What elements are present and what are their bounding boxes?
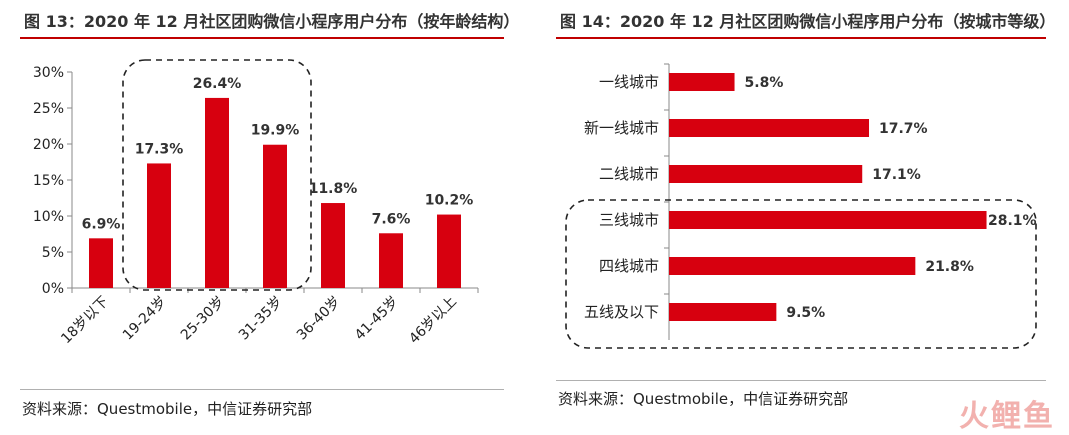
bar [669,119,870,137]
data-label: 5.8% [745,75,784,91]
data-label: 17.1% [872,167,921,183]
source-rule [556,380,1046,381]
data-label: 19.9% [251,123,300,139]
bar [669,211,987,229]
highlight-box [565,199,1037,349]
left-panel: 图 13：2020 年 12 月社区团购微信小程序用户分布（按年龄结构） 0% 5… [0,0,520,431]
bar [437,214,461,288]
y-tick-label: 五线及以下 [584,303,659,321]
y-tick-label: 20% [33,137,64,153]
y-tick-label: 三线城市 [599,211,659,229]
bar [89,238,113,288]
source-note: 资料来源：Questmobile，中信证券研究部 [558,390,849,408]
data-label: 17.7% [879,121,928,137]
data-label: 10.2% [425,193,474,209]
chart-title: 图 13：2020 年 12 月社区团购微信小程序用户分布（按年龄结构） [24,12,520,31]
title-rule [556,37,1046,39]
data-label: 17.3% [135,141,184,157]
x-tick-label: 41-45岁 [352,294,402,344]
city-bar-chart: 一线城市 5.8% 新一线城市 17.7% 二线城市 17.1% 三线城市 28.1% 四线城市… [565,63,1037,349]
x-tick-label: 46岁以上 [406,294,460,348]
y-tick-label: 15% [33,173,64,189]
y-tick-label: 0% [42,281,64,297]
highlight-box [122,59,312,291]
data-label: 7.6% [372,211,411,227]
data-label: 11.8% [309,181,358,197]
source-rule [20,389,504,390]
bar [669,73,735,91]
bar [147,163,171,288]
data-label: 9.5% [786,305,825,321]
y-tick-label: 新一线城市 [584,119,659,137]
bar [669,303,777,321]
y-tick-label: 10% [33,209,64,225]
bar [321,203,345,288]
x-tick-label: 25-30岁 [178,294,228,344]
chart-title: 图 14：2020 年 12 月社区团购微信小程序用户分布（按城市等级） [560,12,1056,31]
x-tick-label: 19-24岁 [120,294,170,344]
data-label: 6.9% [82,216,121,232]
source-note: 资料来源：Questmobile，中信证券研究部 [22,400,313,418]
x-tick-label: 18岁以下 [58,294,112,348]
y-tick-label: 25% [33,101,64,117]
y-tick-label: 30% [33,65,64,81]
bar [205,97,229,288]
data-label: 26.4% [193,76,242,92]
right-panel: 图 14：2020 年 12 月社区团购微信小程序用户分布（按城市等级） 一线城… [548,0,1069,431]
data-label: 28.1% [988,213,1037,229]
watermark-logo: 火鲤鱼 [959,399,1055,434]
data-label: 21.8% [925,259,974,275]
x-tick-label: 36-40岁 [294,294,344,344]
bar [669,257,916,275]
y-tick-label: 5% [42,245,64,261]
y-tick-label: 一线城市 [599,73,659,91]
y-tick-label: 二线城市 [599,165,659,183]
y-tick-label: 四线城市 [599,257,659,275]
title-rule [20,37,504,39]
x-tick-label: 31-35岁 [236,294,286,344]
bar [379,233,403,288]
bar [669,165,863,183]
bar [263,144,287,288]
age-bar-chart: 0%5%10%15%20%25%30%6.9%18岁以下17.3%19-24岁2… [33,59,479,348]
